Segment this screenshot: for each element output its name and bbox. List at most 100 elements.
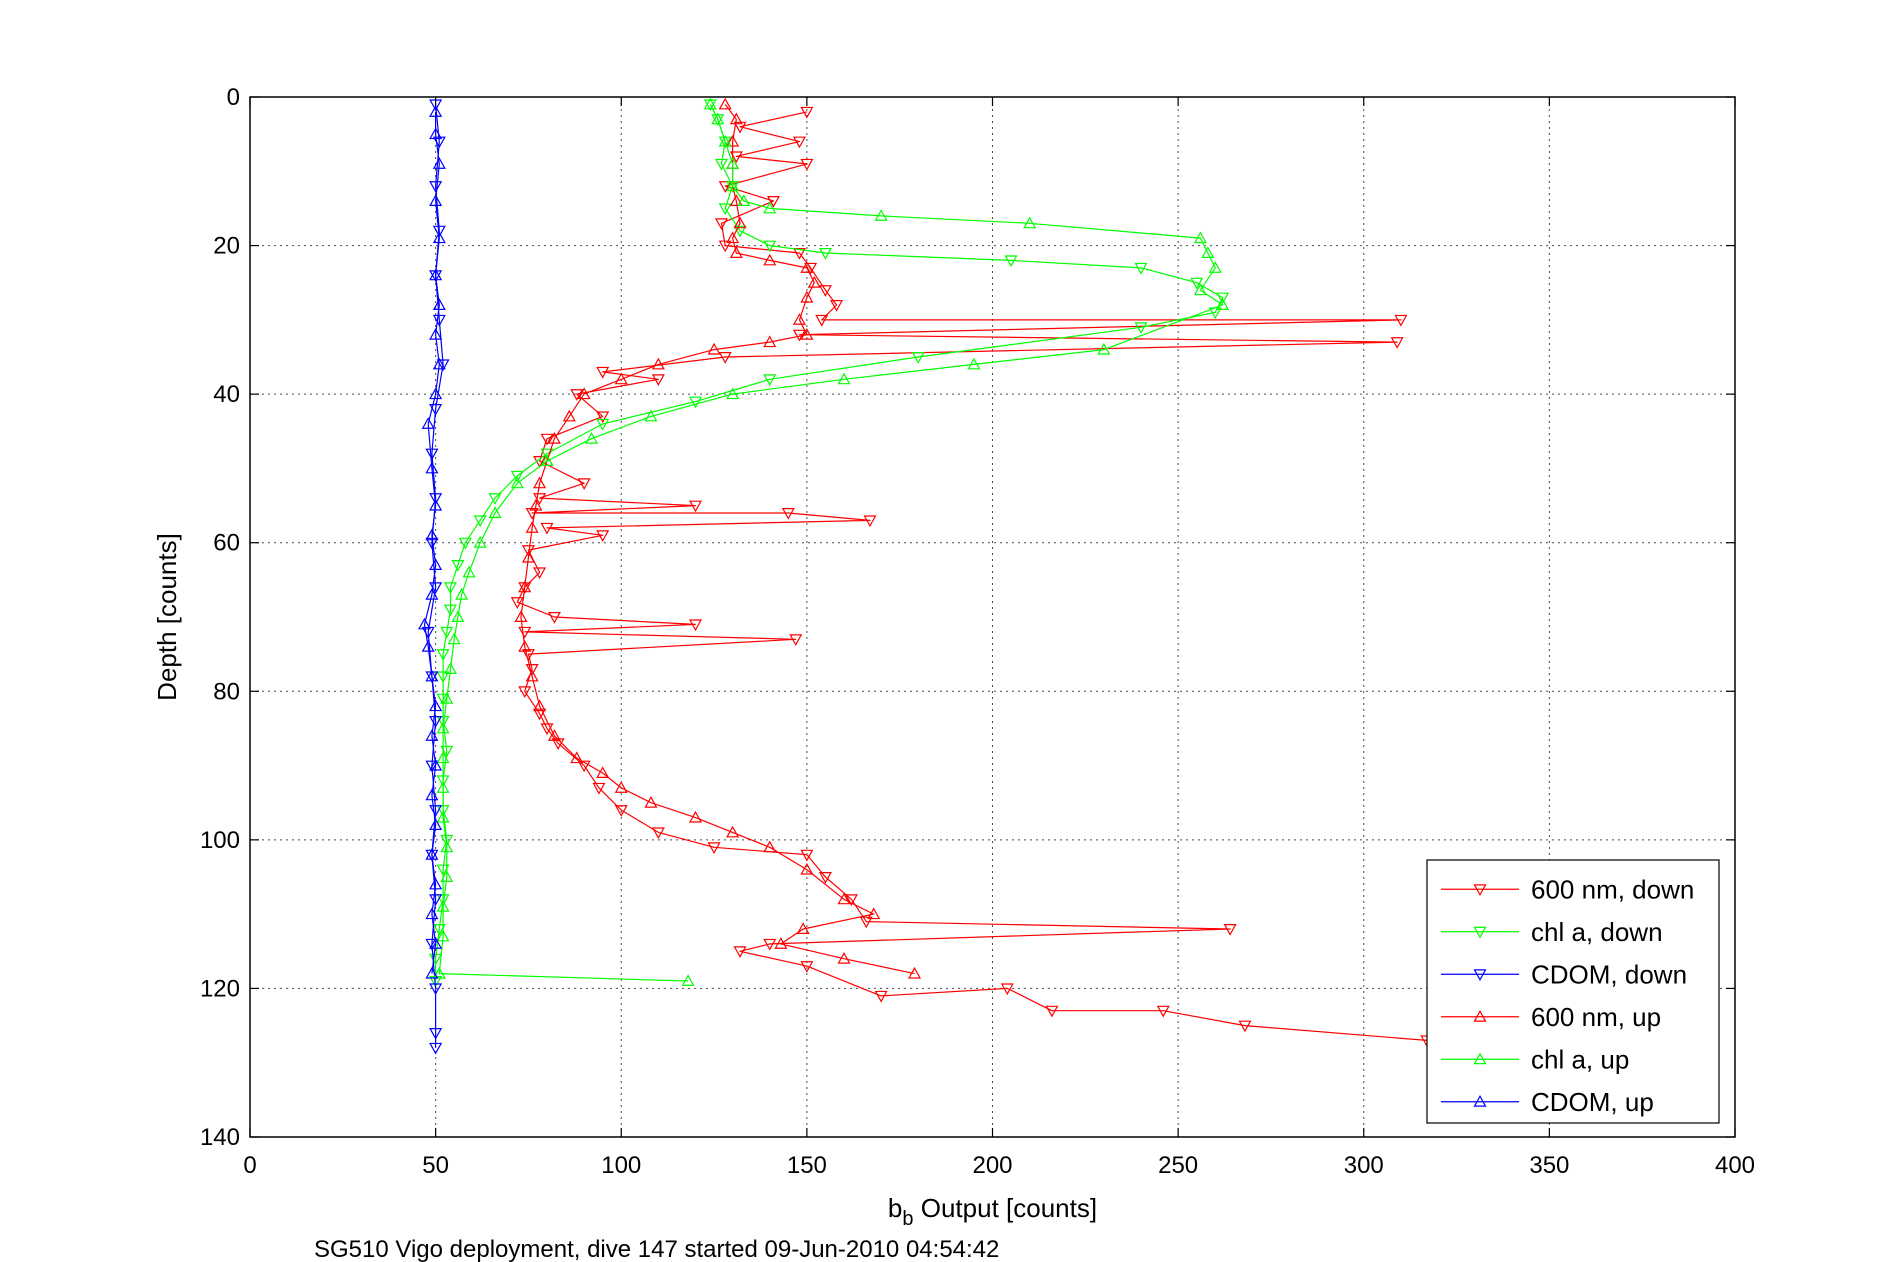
x-tick-label: 100 [601, 1152, 641, 1179]
data-point [451, 610, 465, 623]
data-point [432, 357, 446, 370]
data-point [488, 493, 502, 505]
data-point [763, 240, 777, 253]
data-point [651, 357, 665, 370]
data-point [792, 313, 806, 325]
data-point [1134, 262, 1148, 275]
data-point [436, 671, 450, 684]
data-point [436, 751, 450, 764]
data-point [432, 298, 446, 310]
data-point [455, 587, 469, 600]
data-point [425, 528, 439, 541]
data-point [967, 357, 981, 370]
data-point [429, 894, 443, 907]
data-point [1097, 342, 1111, 355]
data-point [859, 916, 873, 929]
data-point [714, 158, 729, 171]
legend-marker [1473, 1052, 1487, 1065]
data-point [570, 389, 584, 401]
x-axis-label: bb Output [counts] [888, 1193, 1097, 1230]
data-point [510, 476, 524, 489]
data-point [429, 327, 443, 340]
data-point [443, 662, 457, 675]
data-point [733, 225, 747, 238]
data-point [774, 937, 788, 949]
data-point [429, 699, 443, 712]
data-point [592, 782, 606, 795]
data-point [1223, 923, 1237, 936]
data-point [451, 559, 465, 572]
data-point [443, 604, 457, 617]
data-point [577, 760, 591, 773]
y-tick-label: 20 [213, 233, 240, 260]
legend-label: 600 nm, up [1531, 1002, 1661, 1032]
data-point [429, 127, 443, 140]
x-tick-label: 350 [1529, 1152, 1569, 1179]
data-point [429, 105, 443, 117]
data-point [425, 669, 439, 682]
legend-entry: chl a, up [1441, 1044, 1629, 1074]
legend-entry: 600 nm, up [1441, 1002, 1661, 1032]
y-tick-label: 100 [200, 827, 240, 854]
data-point [718, 352, 732, 364]
data-point [763, 938, 777, 951]
data-point [436, 864, 450, 877]
data-point [533, 699, 547, 712]
legend-entry: 600 nm, down [1441, 874, 1694, 904]
legend-label: chl a, down [1531, 917, 1663, 947]
data-point [800, 106, 814, 119]
data-point [766, 196, 780, 208]
data-point [436, 810, 450, 823]
data-point [436, 929, 450, 942]
data-point [729, 112, 743, 125]
data-point [429, 1042, 443, 1055]
data-point [763, 253, 777, 266]
data-point [1134, 322, 1148, 335]
x-tick-label: 300 [1344, 1152, 1384, 1179]
data-point [763, 840, 777, 853]
data-point [818, 248, 832, 260]
data-point [718, 203, 732, 216]
data-point [429, 558, 443, 571]
data-point [547, 729, 561, 741]
series-line [438, 104, 1224, 982]
data-point [425, 788, 439, 801]
data-point [425, 760, 439, 773]
data-point [800, 862, 814, 875]
data-point [540, 454, 554, 466]
data-point [518, 686, 532, 699]
data-point [830, 300, 844, 312]
data-point [436, 359, 450, 372]
data-point [804, 262, 818, 275]
y-tick-label: 40 [213, 381, 240, 408]
data-point [707, 342, 721, 355]
data-point [1390, 337, 1404, 349]
series-3 [514, 97, 922, 979]
data-point [818, 871, 832, 884]
data-point [429, 1027, 443, 1040]
series-0 [510, 106, 1434, 1048]
series-line [520, 104, 915, 975]
data-point [421, 639, 435, 652]
data-point [792, 136, 806, 149]
data-point [533, 476, 547, 489]
data-point [703, 97, 717, 110]
y-axis-label: Depth [counts] [152, 533, 182, 701]
data-point [729, 151, 743, 164]
data-point [432, 231, 446, 244]
x-tick-label: 150 [787, 1152, 827, 1179]
data-point [510, 597, 524, 609]
data-point [800, 290, 814, 303]
data-point [521, 550, 535, 563]
data-point [425, 729, 439, 741]
data-point [711, 112, 725, 125]
x-tick-label: 50 [422, 1152, 449, 1179]
data-point [1208, 261, 1222, 273]
data-point [440, 626, 454, 639]
data-point [596, 766, 610, 779]
data-point [1000, 983, 1014, 996]
data-point [436, 715, 450, 728]
legend-marker [1473, 969, 1487, 981]
data-point [867, 907, 881, 920]
series-4 [432, 97, 1230, 987]
